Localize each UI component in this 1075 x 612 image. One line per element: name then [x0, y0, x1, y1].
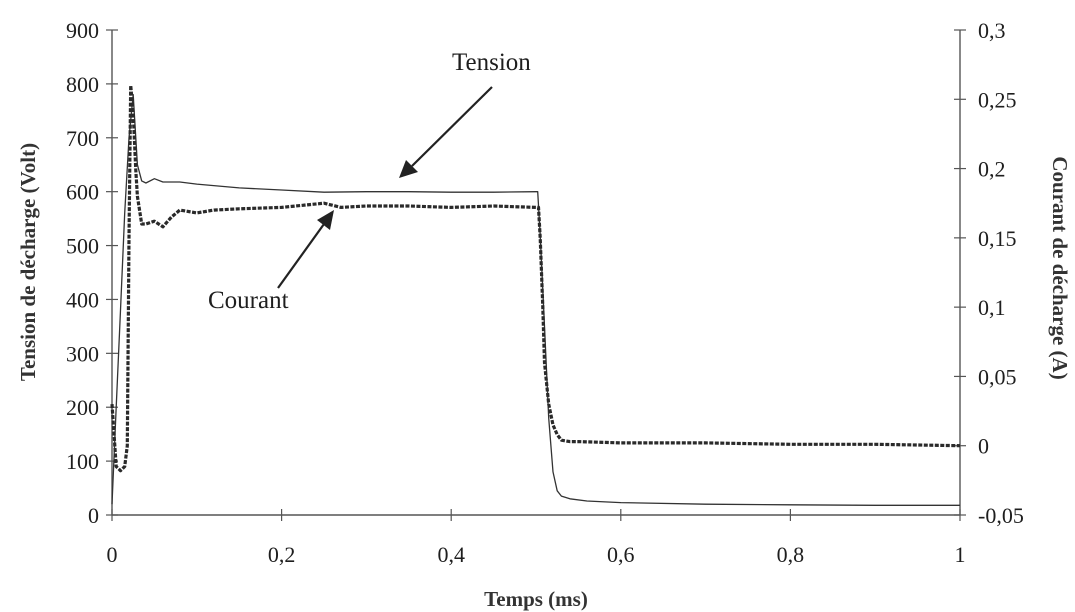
y-left-tick-label: 800: [66, 72, 99, 97]
x-tick-label: 0,2: [268, 542, 296, 567]
courant-annotation-label: Courant: [208, 287, 289, 314]
series-layer: [110, 83, 961, 506]
axes: [111, 30, 961, 516]
x-axis-title: Temps (ms): [484, 587, 588, 611]
y-left-tick-label: 400: [66, 287, 99, 312]
x-tick-label: 0,6: [607, 542, 635, 567]
y-right-ticks: -0,05 0 0,05 0,1 0,15 0,2 0,25 0,3: [954, 18, 1024, 528]
y-left-tick-label: 200: [66, 395, 99, 420]
y-right-tick-label: 0,3: [978, 18, 1006, 43]
y-left-tick-label: 500: [66, 234, 99, 259]
y-right-tick-label: 0,2: [978, 157, 1006, 182]
y-right-tick-label: 0,15: [978, 226, 1017, 251]
y-right-tick-label: -0,05: [978, 503, 1024, 528]
courant-arrowhead: [317, 210, 334, 230]
tension-annotation-arrow: [411, 86, 493, 167]
courant-series-line: [110, 83, 961, 473]
y-right-tick-label: 0: [978, 434, 989, 459]
x-tick-label: 0: [107, 542, 118, 567]
y-right-tick-label: 0,25: [978, 87, 1017, 112]
y-left-tick-label: 0: [88, 503, 99, 528]
y-left-tick-label: 100: [66, 449, 99, 474]
y-left-tick-label: 900: [66, 18, 99, 43]
x-tick-label: 0,8: [777, 542, 805, 567]
courant-annotation-arrow: [277, 223, 325, 289]
x-tick-label: 0,4: [437, 542, 465, 567]
y-right-axis-title: Courant de décharge (A): [1048, 156, 1072, 379]
tension-arrowhead: [399, 160, 418, 178]
y-right-tick-label: 0,1: [978, 295, 1006, 320]
y-left-tick-label: 700: [66, 126, 99, 151]
x-ticks: 0 0,2 0,4 0,6 0,8 1: [107, 509, 966, 567]
y-left-tick-label: 300: [66, 341, 99, 366]
tension-annotation-label: Tension: [452, 49, 531, 76]
y-left-tick-label: 600: [66, 180, 99, 205]
y-left-axis-title: Tension de décharge (Volt): [16, 143, 40, 381]
y-left-ticks: 0 100 200 300 400 500 600 700 800 900: [66, 18, 118, 528]
y-right-tick-label: 0,05: [978, 364, 1017, 389]
x-tick-label: 1: [955, 542, 966, 567]
